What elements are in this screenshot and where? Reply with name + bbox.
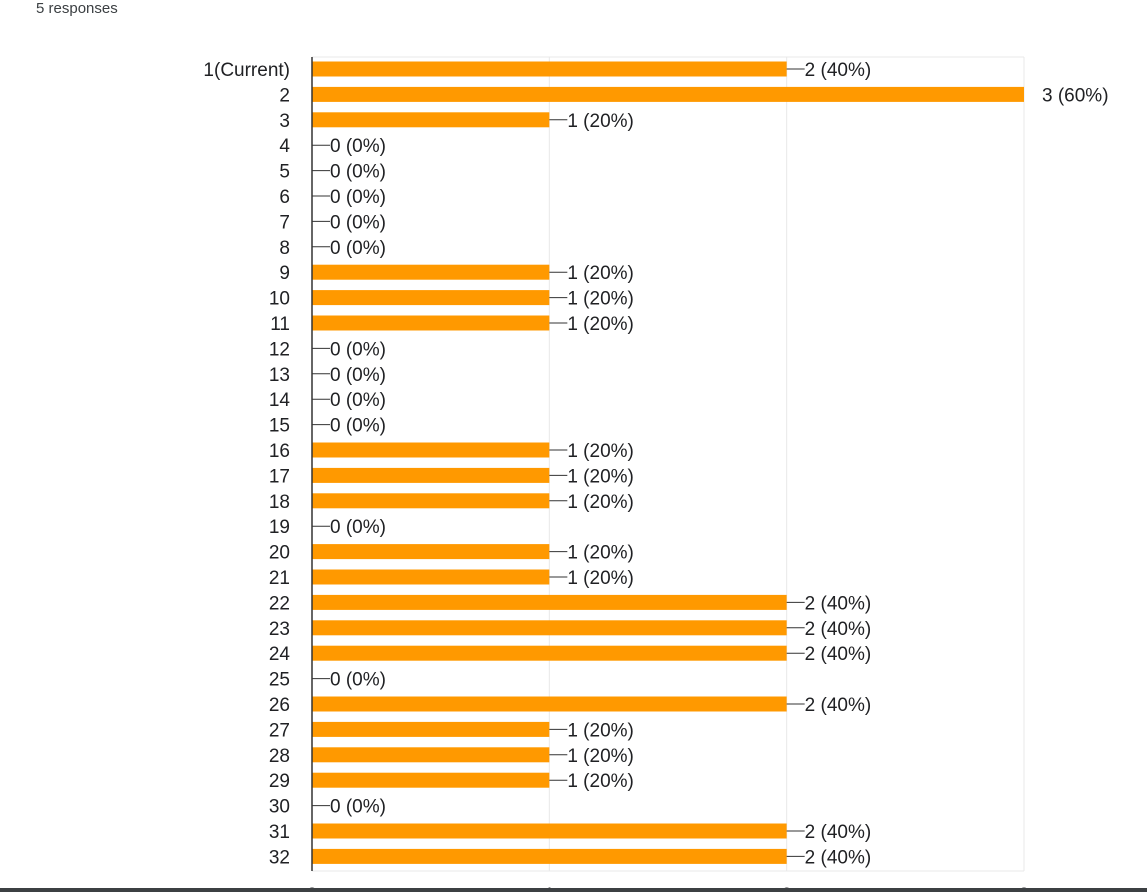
bar (312, 569, 550, 585)
category-label: 26 (269, 695, 290, 716)
category-label: 30 (269, 797, 290, 818)
data-label: 0 (0%) (330, 670, 386, 691)
category-label: 19 (269, 517, 290, 538)
category-label: 28 (269, 746, 290, 767)
category-label: 31 (269, 822, 290, 843)
bottom-divider (0, 888, 1147, 892)
data-label: 1 (20%) (567, 111, 634, 132)
data-label: 1 (20%) (567, 466, 634, 487)
labels: 01231(Current)2 (40%)23 (60%)31 (20%)40 … (203, 60, 1108, 892)
data-label: 0 (0%) (330, 238, 386, 259)
data-label: 0 (0%) (330, 136, 386, 157)
bar (312, 61, 787, 77)
category-label: 21 (269, 568, 290, 589)
data-label: 1 (20%) (567, 568, 634, 589)
category-label: 22 (269, 593, 290, 614)
category-label: 8 (279, 238, 290, 259)
data-label: 0 (0%) (330, 162, 386, 183)
category-label: 4 (279, 136, 290, 157)
category-label: 23 (269, 619, 290, 640)
category-label: 18 (269, 492, 290, 513)
data-label: 0 (0%) (330, 390, 386, 411)
data-label: 1 (20%) (567, 492, 634, 513)
data-label: 2 (40%) (805, 847, 872, 868)
data-label: 0 (0%) (330, 365, 386, 386)
bar (312, 442, 550, 458)
bar (312, 823, 787, 839)
category-label: 20 (269, 543, 290, 564)
bar (312, 493, 550, 509)
category-label: 5 (279, 162, 290, 183)
data-label: 1 (20%) (567, 771, 634, 792)
data-label: 2 (40%) (805, 60, 872, 81)
data-label: 0 (0%) (330, 339, 386, 360)
bar (312, 112, 550, 128)
bars (312, 61, 1024, 864)
category-label: 13 (269, 365, 290, 386)
category-label: 15 (269, 416, 290, 437)
bar (312, 264, 550, 280)
bar (312, 290, 550, 306)
data-label: 0 (0%) (330, 212, 386, 233)
data-label: 1 (20%) (567, 720, 634, 741)
data-label: 2 (40%) (805, 644, 872, 665)
data-label: 2 (40%) (805, 822, 872, 843)
category-label: 27 (269, 720, 290, 741)
category-label: 25 (269, 670, 290, 691)
bar (312, 467, 550, 483)
bar (312, 721, 550, 737)
data-label: 1 (20%) (567, 441, 634, 462)
bar (312, 696, 787, 712)
data-label: 0 (0%) (330, 187, 386, 208)
data-label: 1 (20%) (567, 746, 634, 767)
bar (312, 772, 550, 788)
category-label: 29 (269, 771, 290, 792)
category-label: 2 (279, 85, 290, 106)
category-label: 17 (269, 466, 290, 487)
bar (312, 594, 787, 610)
data-label: 1 (20%) (567, 543, 634, 564)
category-label: 7 (279, 212, 290, 233)
bar (312, 544, 550, 560)
bar (312, 86, 1024, 102)
bar (312, 315, 550, 331)
category-label: 14 (269, 390, 291, 411)
data-label: 0 (0%) (330, 797, 386, 818)
category-label: 24 (269, 644, 291, 665)
category-label: 32 (269, 847, 290, 868)
data-label: 1 (20%) (567, 263, 634, 284)
bar (312, 747, 550, 763)
category-label: 6 (279, 187, 290, 208)
category-label: 12 (269, 339, 290, 360)
data-label: 3 (60%) (1042, 85, 1109, 106)
data-label: 2 (40%) (805, 695, 872, 716)
category-label: 16 (269, 441, 290, 462)
category-label: 11 (270, 314, 290, 335)
data-label: 0 (0%) (330, 416, 386, 437)
data-label: 1 (20%) (567, 289, 634, 310)
data-label: 0 (0%) (330, 517, 386, 538)
category-label: 10 (269, 289, 290, 310)
bar (312, 645, 787, 661)
bar (312, 620, 787, 636)
category-label: 9 (279, 263, 290, 284)
responses-count: 5 responses (36, 0, 118, 17)
data-label: 2 (40%) (805, 593, 872, 614)
data-label: 2 (40%) (805, 619, 872, 640)
category-label: 3 (279, 111, 290, 132)
data-label: 1 (20%) (567, 314, 634, 335)
category-label: 1(Current) (203, 60, 290, 81)
bar (312, 848, 787, 864)
